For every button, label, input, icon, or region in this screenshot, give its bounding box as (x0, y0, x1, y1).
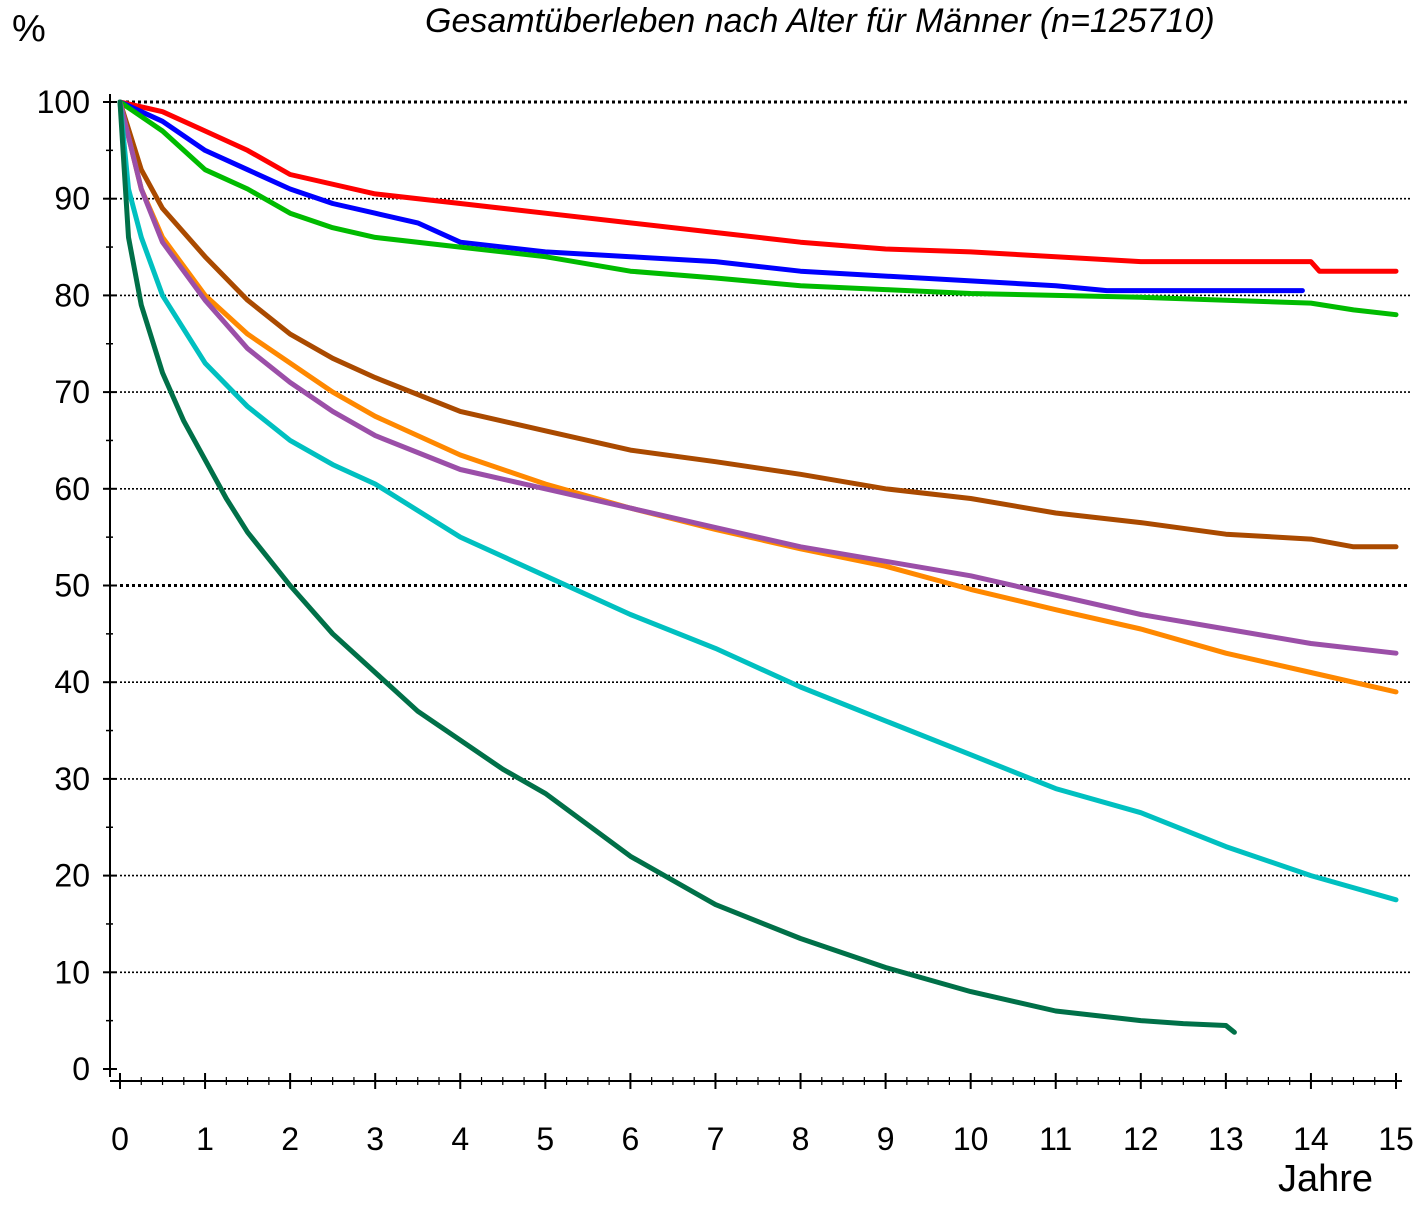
x-tick-label: 7 (707, 1121, 725, 1157)
x-tick-label: 10 (953, 1121, 989, 1157)
x-tick-label: 8 (792, 1121, 810, 1157)
series-line-3 (117, 99, 1399, 318)
y-tick-label: 30 (54, 761, 90, 797)
x-tick-label: 1 (196, 1121, 214, 1157)
y-tick-label: 20 (54, 858, 90, 894)
series-line-8 (117, 99, 1237, 1035)
series-line-4 (117, 99, 1399, 550)
x-tick-label: 6 (622, 1121, 640, 1157)
y-tick-label: 10 (54, 954, 90, 990)
series-line-1 (117, 99, 1399, 274)
series-line-2 (117, 99, 1305, 294)
x-tick-label: 5 (536, 1121, 554, 1157)
y-tick-label: 70 (54, 374, 90, 410)
x-tick-label: 13 (1208, 1121, 1244, 1157)
gridlines (120, 100, 1410, 974)
y-tick-label: 80 (54, 277, 90, 313)
series-line-6 (117, 99, 1399, 656)
series-lines (117, 99, 1399, 1035)
x-tick-label: 15 (1378, 1121, 1414, 1157)
x-tick-label: 11 (1039, 1121, 1072, 1157)
y-axis-label: % (12, 8, 46, 50)
series-line-7 (117, 99, 1399, 903)
y-tick-label: 50 (54, 568, 90, 604)
y-tick-label: 40 (54, 664, 90, 700)
y-tick-label: 100 (37, 84, 90, 120)
x-tick-label: 3 (366, 1121, 384, 1157)
chart-title: Gesamtüberleben nach Alter für Männer (n… (425, 2, 1215, 40)
x-axis-label: Jahre (1278, 1158, 1374, 1200)
y-tick-label: 60 (54, 471, 90, 507)
x-tick-label: 12 (1123, 1121, 1159, 1157)
x-tick-label: 2 (281, 1121, 299, 1157)
x-tick-label: 14 (1293, 1121, 1329, 1157)
y-tick-label: 0 (72, 1051, 90, 1087)
y-tick-label: 90 (54, 181, 90, 217)
x-tick-label: 4 (451, 1121, 469, 1157)
x-tick-label: 0 (111, 1121, 129, 1157)
x-tick-label: 9 (877, 1121, 895, 1157)
